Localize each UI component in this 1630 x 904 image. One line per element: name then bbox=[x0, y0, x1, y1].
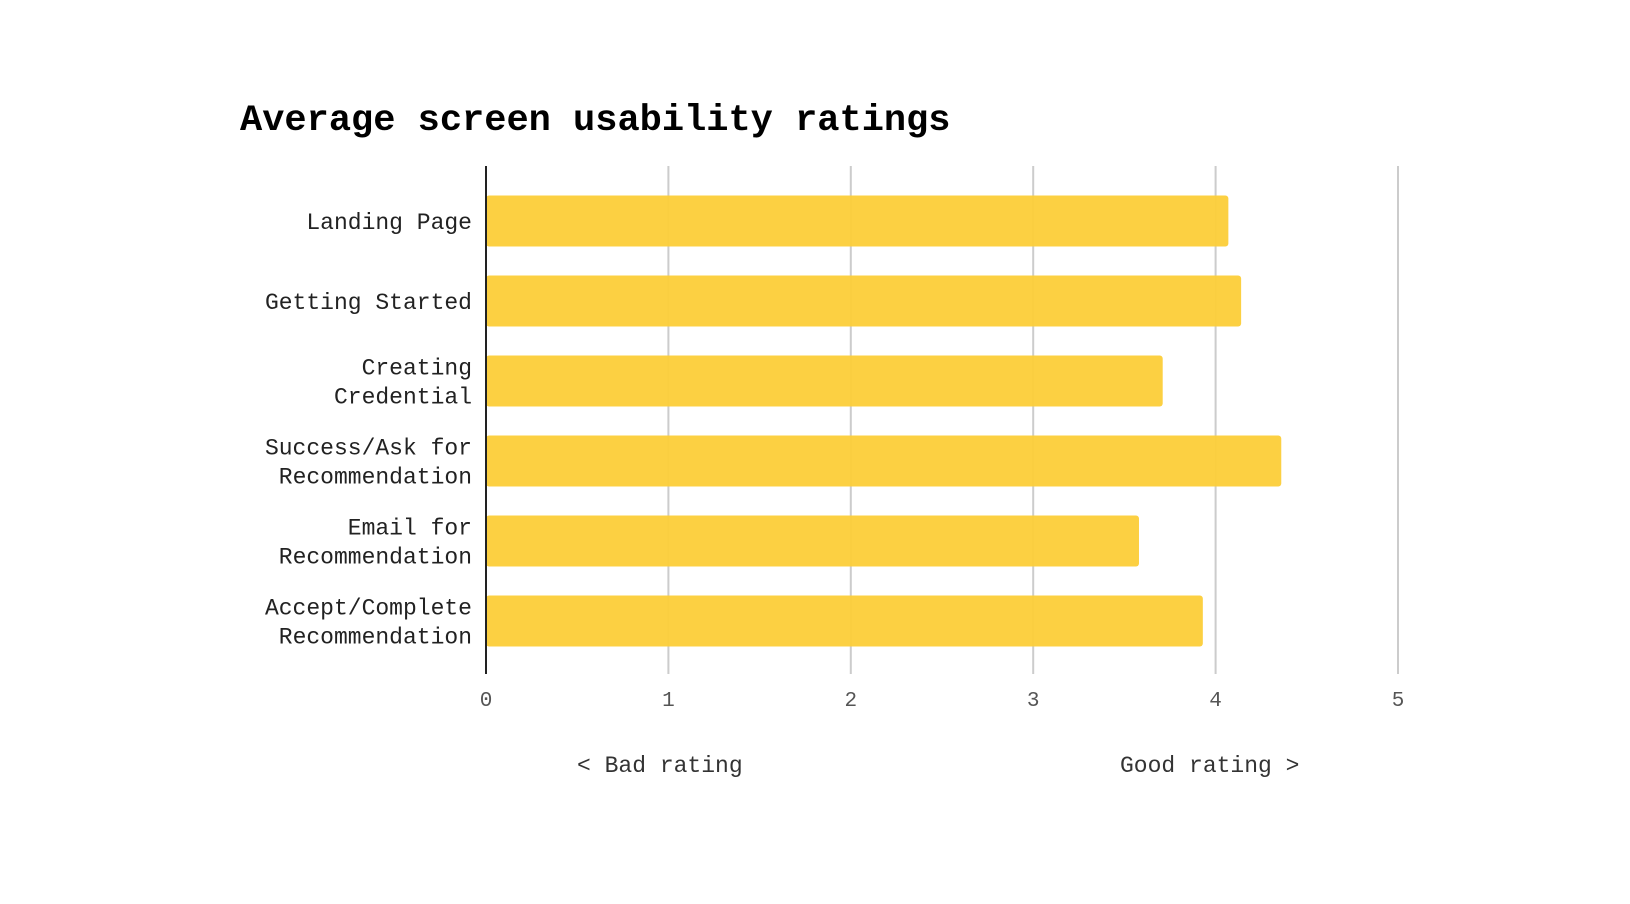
category-label: Accept/Complete bbox=[265, 596, 472, 622]
category-label: Recommendation bbox=[279, 545, 472, 571]
x-tick-label: 4 bbox=[1209, 690, 1222, 713]
x-tick-label: 0 bbox=[480, 690, 493, 713]
category-label: Recommendation bbox=[279, 625, 472, 651]
bars bbox=[486, 195, 1282, 647]
good-rating-note: Good rating > bbox=[1120, 753, 1299, 779]
bad-rating-note: < Bad rating bbox=[577, 753, 743, 779]
x-tick-label: 1 bbox=[662, 690, 675, 713]
bar bbox=[486, 195, 1229, 247]
bar bbox=[486, 275, 1242, 327]
x-tick-labels: 0 1 2 3 4 5 bbox=[480, 690, 1405, 713]
category-label: Landing Page bbox=[306, 210, 472, 236]
chart-title: Average screen usability ratings bbox=[240, 100, 951, 142]
bar bbox=[486, 435, 1282, 487]
category-label: Recommendation bbox=[279, 465, 472, 491]
bar bbox=[486, 515, 1139, 567]
category-label: Success/Ask for bbox=[265, 436, 472, 462]
bar bbox=[486, 595, 1203, 647]
category-label: Email for bbox=[348, 516, 472, 542]
category-labels: Landing Page Getting Started Creating Crede… bbox=[265, 210, 472, 651]
category-label: Creating bbox=[362, 356, 472, 382]
category-label: Credential bbox=[334, 385, 472, 411]
x-tick-label: 2 bbox=[844, 690, 857, 713]
gridlines bbox=[667, 166, 1399, 674]
category-label: Getting Started bbox=[265, 290, 472, 316]
x-tick-label: 3 bbox=[1027, 690, 1040, 713]
bar bbox=[486, 355, 1163, 407]
x-tick-label: 5 bbox=[1392, 690, 1405, 713]
